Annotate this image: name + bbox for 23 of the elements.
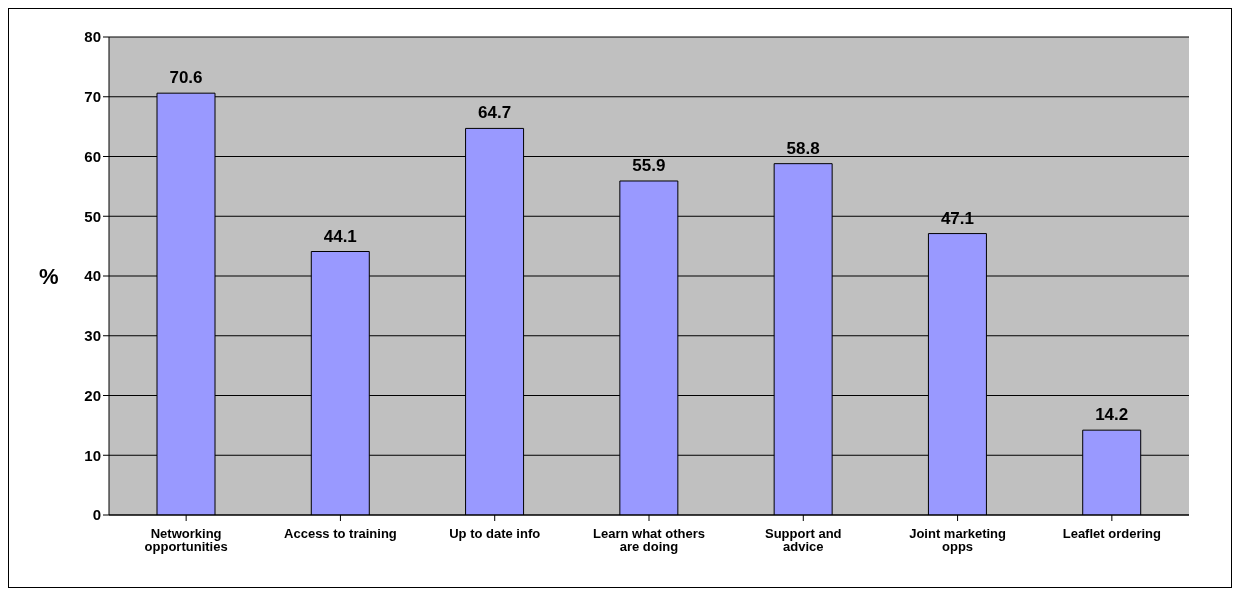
data-label: 70.6 xyxy=(169,68,203,88)
x-tick-label: Leaflet ordering xyxy=(1062,526,1162,542)
x-tick-label: Support and advice xyxy=(765,526,842,555)
y-axis-title: % xyxy=(39,263,59,289)
x-tick-label: Networking opportunities xyxy=(144,526,228,555)
x-tick-label: Up to date info xyxy=(449,526,541,542)
data-label: 14.2 xyxy=(1095,405,1129,425)
y-tick-label: 40 xyxy=(84,267,101,285)
x-tick-label: Access to training xyxy=(284,526,397,542)
y-tick-label: 0 xyxy=(92,506,101,524)
y-tick-label: 60 xyxy=(84,147,101,165)
x-tick-label: Joint marketing opps xyxy=(909,526,1007,555)
data-label: 55.9 xyxy=(632,156,666,175)
y-tick-label: 80 xyxy=(84,28,101,46)
y-tick-label: 70 xyxy=(84,88,101,106)
data-label: 44.1 xyxy=(323,226,357,246)
x-tick-label: Learn what others are doing xyxy=(593,526,705,555)
data-label: 58.8 xyxy=(786,138,820,158)
y-tick-label: 20 xyxy=(84,386,101,404)
y-tick-label: 30 xyxy=(84,327,101,345)
y-tick-label: 50 xyxy=(84,207,101,225)
data-label: 64.7 xyxy=(478,103,512,123)
y-tick-label: 10 xyxy=(84,446,101,464)
